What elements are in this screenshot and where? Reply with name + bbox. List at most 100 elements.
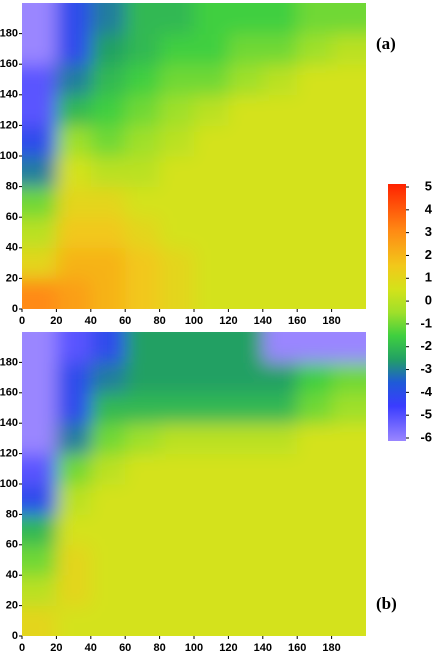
cell bbox=[194, 544, 229, 576]
cell bbox=[90, 423, 126, 455]
cell bbox=[159, 278, 195, 309]
cell bbox=[262, 544, 298, 576]
cell bbox=[228, 64, 264, 96]
cell bbox=[297, 392, 333, 424]
cell bbox=[22, 125, 57, 157]
cell bbox=[297, 484, 333, 515]
cell bbox=[56, 605, 92, 636]
cell bbox=[331, 362, 366, 394]
y-tick-label: 0 bbox=[12, 630, 18, 642]
cell bbox=[331, 575, 366, 607]
colorbar-tick-label: -2 bbox=[420, 338, 432, 353]
cell bbox=[159, 33, 195, 65]
x-tick-label: 60 bbox=[119, 315, 131, 327]
colorbar-tick-label: 0 bbox=[425, 293, 432, 308]
cell bbox=[228, 453, 264, 485]
cell bbox=[90, 217, 126, 249]
x-tick-label: 80 bbox=[153, 315, 165, 327]
cell bbox=[194, 247, 229, 279]
cell bbox=[125, 64, 161, 96]
x-tick-label: 140 bbox=[254, 315, 272, 327]
cell bbox=[194, 362, 229, 394]
cell bbox=[228, 423, 264, 455]
cell bbox=[125, 362, 161, 394]
cell bbox=[56, 544, 92, 576]
field-cells bbox=[22, 332, 366, 636]
y-tick-label: 60 bbox=[6, 539, 18, 551]
cell bbox=[228, 125, 264, 157]
cell bbox=[331, 217, 366, 249]
cell bbox=[297, 453, 333, 485]
cell bbox=[297, 156, 333, 188]
y-tick-label: 100 bbox=[0, 478, 18, 490]
y-tick-label: 140 bbox=[0, 417, 18, 429]
cell bbox=[228, 332, 264, 363]
cell bbox=[159, 332, 195, 363]
cell bbox=[56, 125, 92, 157]
cell bbox=[125, 94, 161, 126]
cell bbox=[125, 605, 161, 636]
x-tick-label: 40 bbox=[85, 642, 97, 654]
cell bbox=[56, 514, 92, 546]
x-tick-label: 180 bbox=[322, 642, 340, 654]
cell bbox=[56, 156, 92, 188]
y-tick-label: 0 bbox=[12, 303, 18, 315]
colorbar-tick-label: -6 bbox=[420, 429, 432, 444]
cell bbox=[262, 362, 298, 394]
y-tick-label: 80 bbox=[6, 508, 18, 520]
panel-label: (a) bbox=[376, 34, 396, 53]
cell bbox=[331, 33, 366, 65]
cell bbox=[56, 575, 92, 607]
x-tick-label: 160 bbox=[288, 315, 306, 327]
cell bbox=[125, 453, 161, 485]
cell bbox=[228, 247, 264, 279]
cell bbox=[90, 3, 126, 35]
cell bbox=[22, 484, 57, 515]
cell bbox=[228, 156, 264, 188]
cell bbox=[194, 33, 229, 65]
x-tick-label: 160 bbox=[288, 642, 306, 654]
cell bbox=[331, 186, 366, 218]
cell bbox=[90, 453, 126, 485]
cell bbox=[90, 362, 126, 394]
cell bbox=[22, 575, 57, 607]
cell bbox=[90, 94, 126, 126]
cell bbox=[297, 94, 333, 126]
cell bbox=[90, 247, 126, 279]
cell bbox=[125, 484, 161, 515]
cell bbox=[22, 3, 57, 35]
cell bbox=[90, 156, 126, 188]
x-tick-label: 0 bbox=[19, 315, 25, 327]
cell bbox=[331, 423, 366, 455]
y-tick-label: 180 bbox=[0, 356, 18, 368]
cell bbox=[22, 605, 57, 636]
x-tick-label: 100 bbox=[185, 642, 203, 654]
cell bbox=[90, 186, 126, 218]
cell bbox=[56, 453, 92, 485]
cell bbox=[194, 332, 229, 363]
cell bbox=[194, 605, 229, 636]
cell bbox=[22, 514, 57, 546]
cell bbox=[331, 484, 366, 515]
cell bbox=[159, 3, 195, 35]
cell bbox=[297, 575, 333, 607]
colorbar-tick-label: 2 bbox=[425, 247, 432, 262]
y-tick-label: 100 bbox=[0, 150, 18, 162]
cell bbox=[194, 3, 229, 35]
y-tick-label: 160 bbox=[0, 58, 18, 70]
cell bbox=[228, 392, 264, 424]
x-tick-label: 120 bbox=[219, 315, 237, 327]
cell bbox=[56, 484, 92, 515]
colorbar bbox=[388, 184, 406, 441]
cell bbox=[125, 156, 161, 188]
cell bbox=[297, 125, 333, 157]
cell bbox=[56, 392, 92, 424]
cell bbox=[262, 332, 298, 363]
cell bbox=[194, 423, 229, 455]
cell bbox=[262, 94, 298, 126]
cell bbox=[125, 332, 161, 363]
cell bbox=[159, 605, 195, 636]
cell bbox=[159, 186, 195, 218]
cell bbox=[262, 125, 298, 157]
colorbar-tick-label: 4 bbox=[425, 201, 433, 216]
